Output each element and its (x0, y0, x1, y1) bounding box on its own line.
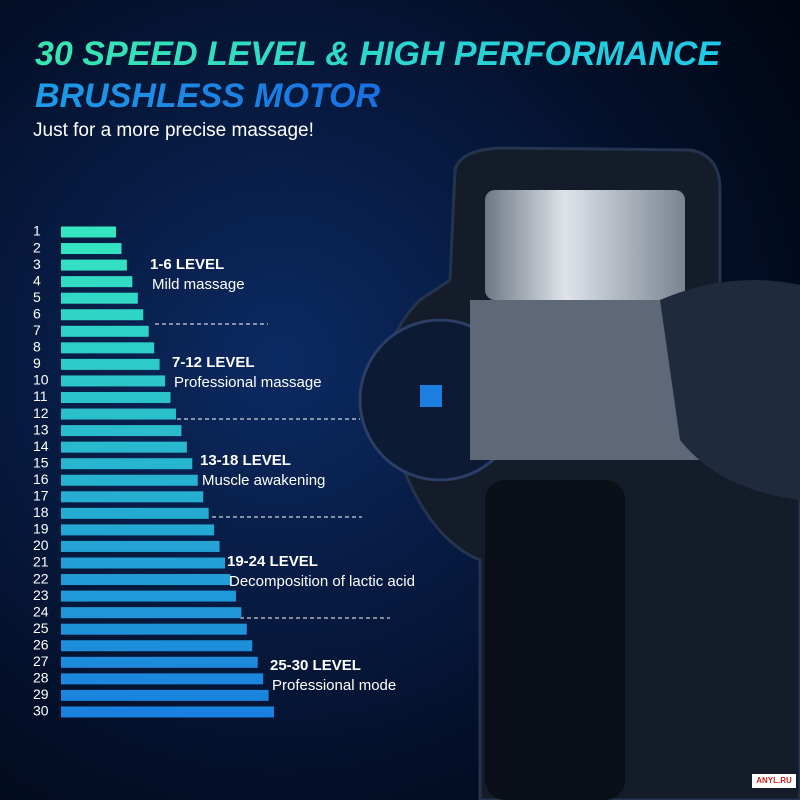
level-label: 26 (33, 636, 49, 652)
level-label: 20 (33, 537, 49, 553)
title: BRUSHLESS MOTOR (35, 77, 381, 115)
level-bar (61, 325, 149, 337)
level-label: 11 (33, 388, 48, 404)
level-bar (61, 226, 116, 238)
level-label: 27 (33, 653, 49, 669)
level-bar (61, 524, 215, 536)
level-label: 4 (33, 272, 41, 288)
level-bar (61, 408, 176, 420)
level-bar (61, 656, 258, 668)
level-label: 7 (33, 322, 41, 338)
watermark-box (752, 774, 796, 788)
level-bar (61, 441, 187, 453)
title: 30 SPEED LEVEL & HIGH PERFORMANCE (35, 35, 721, 73)
level-bar (61, 309, 144, 321)
level-label: 24 (33, 603, 49, 619)
group-desc: Professional massage (174, 374, 322, 391)
level-bar (61, 425, 182, 437)
level-bar (61, 540, 220, 552)
level-bar (61, 259, 127, 271)
level-bar (61, 358, 160, 370)
level-label: 10 (33, 372, 49, 388)
level-label: 3 (33, 256, 41, 272)
level-bar (61, 607, 242, 619)
level-bar (61, 706, 275, 718)
level-bar (61, 574, 231, 586)
level-label: 29 (33, 686, 49, 702)
level-label: 5 (33, 289, 41, 305)
level-bar (61, 342, 155, 354)
level-bar (61, 474, 198, 486)
level-bar (61, 375, 166, 387)
level-label: 30 (33, 703, 49, 719)
level-bar (61, 689, 269, 701)
subtitle: Just for a more precise massage! (33, 120, 314, 141)
level-label: 23 (33, 587, 49, 603)
level-label: 6 (33, 305, 41, 321)
level-label: 19 (33, 521, 49, 537)
level-label: 17 (33, 488, 49, 504)
group-desc: Mild massage (152, 276, 245, 293)
group-desc: Decomposition of lactic acid (229, 573, 415, 590)
level-label: 16 (33, 471, 49, 487)
level-label: 2 (33, 239, 41, 255)
level-label: 8 (33, 339, 41, 355)
group-desc: Muscle awakening (202, 472, 325, 489)
level-label: 1 (33, 223, 41, 239)
level-bar (61, 243, 122, 255)
level-bar (61, 292, 138, 304)
level-label: 13 (33, 421, 49, 437)
group-range: 19-24 LEVEL (227, 553, 318, 570)
device (358, 146, 800, 800)
level-label: 14 (33, 438, 49, 454)
level-bar (61, 590, 236, 602)
level-label: 18 (33, 504, 49, 520)
level-bar (61, 507, 209, 519)
level-bar (61, 392, 171, 403)
group-range: 7-12 LEVEL (172, 354, 255, 371)
level-label: 12 (33, 405, 49, 421)
level-bar (61, 458, 193, 470)
watermark: ANYL.RU (756, 776, 792, 785)
level-label: 9 (33, 355, 41, 371)
level-label: 22 (33, 570, 49, 586)
level-label: 21 (33, 554, 49, 570)
level-bar (61, 276, 133, 288)
group-desc: Professional mode (272, 677, 396, 694)
level-bar (61, 640, 253, 652)
level-bar (61, 623, 247, 635)
level-label: 28 (33, 670, 49, 686)
group-range: 1-6 LEVEL (150, 256, 224, 273)
level-bar (61, 557, 225, 569)
level-bar (61, 673, 264, 685)
level-label: 25 (33, 620, 49, 636)
group-range: 25-30 LEVEL (270, 657, 361, 674)
level-label: 15 (33, 454, 49, 470)
level-bar (61, 491, 204, 503)
group-range: 13-18 LEVEL (200, 452, 291, 469)
